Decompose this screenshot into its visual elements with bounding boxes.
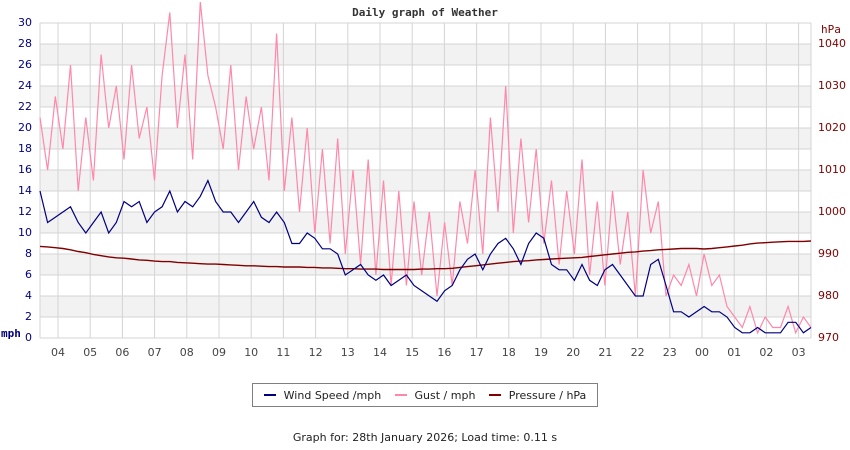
left-axis-unit-label: mph — [1, 327, 21, 340]
x-axis-tick: 18 — [501, 346, 516, 359]
chart-legend: Wind Speed /mph Gust / mph Pressure / hP… — [252, 383, 598, 407]
x-axis-tick: 09 — [212, 346, 226, 359]
right-axis-unit-label: hPa — [821, 23, 841, 36]
left-axis-tick: 0 — [25, 331, 32, 344]
x-axis-tick: 02 — [759, 346, 774, 359]
x-axis-tick: 21 — [598, 346, 613, 359]
left-axis-tick: 10 — [18, 226, 32, 239]
wind-speed-swatch-icon — [263, 394, 276, 396]
right-axis-tick: 1020 — [818, 121, 846, 134]
legend-item-wind-speed: Wind Speed /mph — [263, 388, 382, 402]
left-axis-tick: 16 — [18, 163, 32, 176]
graph-footer-info: Graph for: 28th January 2026; Load time:… — [292, 431, 558, 444]
x-axis-tick: 13 — [340, 346, 355, 359]
x-axis-tick: 06 — [115, 346, 130, 359]
left-axis-tick: 24 — [18, 79, 32, 92]
left-axis-tick: 22 — [18, 100, 32, 113]
right-axis-tick: 970 — [818, 331, 839, 344]
right-axis-tick: 980 — [818, 289, 839, 302]
left-axis-tick: 4 — [25, 289, 32, 302]
left-axis-tick: 20 — [18, 121, 32, 134]
left-axis-tick: 8 — [25, 247, 32, 260]
x-axis-tick: 07 — [147, 346, 162, 359]
x-axis-tick: 17 — [469, 346, 484, 359]
x-axis-tick: 15 — [405, 346, 420, 359]
x-axis-tick: 20 — [566, 346, 581, 359]
legend-item-gust: Gust / mph — [394, 388, 476, 402]
chart-title: Daily graph of Weather — [352, 6, 498, 19]
left-axis-tick: 14 — [18, 184, 32, 197]
right-axis-tick: 1030 — [818, 79, 846, 92]
x-axis-tick: 16 — [437, 346, 452, 359]
x-axis-tick: 03 — [791, 346, 806, 359]
x-axis-tick: 11 — [276, 346, 291, 359]
x-axis-tick: 10 — [244, 346, 259, 359]
left-axis-tick: 28 — [18, 37, 32, 50]
right-axis-tick: 1010 — [818, 163, 846, 176]
legend-label: Gust / mph — [414, 388, 476, 402]
vertical-gridlines — [39, 23, 812, 338]
right-axis-tick: 1040 — [818, 37, 846, 50]
x-axis-tick: 01 — [727, 346, 742, 359]
left-axis-tick: 18 — [18, 142, 32, 155]
legend-label: Wind Speed /mph — [283, 388, 382, 402]
right-axis-tick: 1000 — [818, 205, 846, 218]
x-axis-tick: 19 — [534, 346, 548, 359]
left-axis-tick: 12 — [18, 205, 32, 218]
pressure-series-line — [39, 240, 812, 271]
pressure-swatch-icon — [488, 394, 501, 396]
gust-swatch-icon — [394, 394, 407, 396]
left-axis-tick: 2 — [25, 310, 32, 323]
wind-speed-series-line — [39, 178, 812, 334]
left-axis-tick: 30 — [18, 16, 32, 29]
x-axis-tick: 22 — [630, 346, 645, 359]
left-axis-tick: 26 — [18, 58, 32, 71]
gust-series-line — [39, 1, 812, 335]
x-axis-tick: 00 — [695, 346, 709, 359]
x-axis-tick: 14 — [373, 346, 387, 359]
horizontal-gridlines — [40, 22, 811, 339]
legend-item-pressure: Pressure / hPa — [488, 388, 587, 402]
left-axis-tick: 6 — [25, 268, 32, 281]
x-axis-tick: 08 — [179, 346, 194, 359]
x-axis-tick: 05 — [83, 346, 98, 359]
right-axis-tick: 990 — [818, 247, 839, 260]
legend-label: Pressure / hPa — [508, 388, 587, 402]
x-axis-tick: 04 — [51, 346, 65, 359]
x-axis-tick: 12 — [308, 346, 323, 359]
x-axis-tick: 23 — [662, 346, 677, 359]
grid-bands — [40, 44, 811, 317]
